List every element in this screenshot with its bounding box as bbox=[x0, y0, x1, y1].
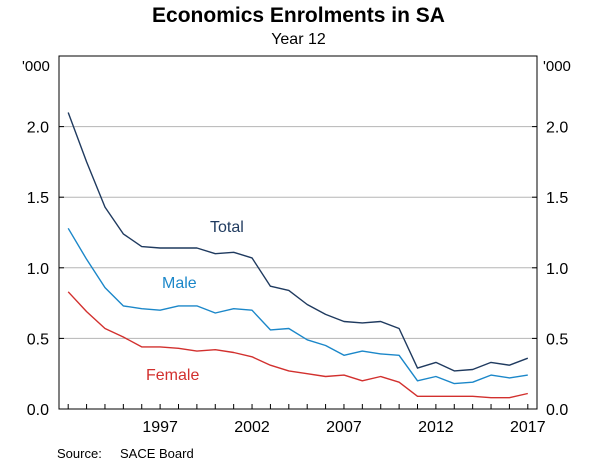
axis-ticks bbox=[59, 126, 537, 410]
chart-subtitle: Year 12 bbox=[271, 31, 326, 48]
y-tick-label-right: 0.5 bbox=[546, 331, 568, 348]
y-tick-label-left: 1.5 bbox=[27, 190, 49, 207]
y-tick-label-left: 0.0 bbox=[27, 402, 49, 419]
series-line-male bbox=[67, 227, 528, 385]
y-unit-right: '000 bbox=[543, 58, 571, 75]
source-label: Source: bbox=[57, 446, 102, 461]
series-label-total: Total bbox=[210, 219, 244, 236]
series-labels: Total Male Female bbox=[146, 219, 244, 384]
series-lines bbox=[67, 112, 529, 399]
y-tick-label-left: 2.0 bbox=[27, 120, 49, 137]
series-label-female: Female bbox=[146, 367, 199, 384]
gridlines bbox=[59, 126, 537, 339]
y-tick-label-right: 2.0 bbox=[546, 120, 568, 137]
y-tick-label-left: 0.5 bbox=[27, 331, 49, 348]
y-unit-left: '000 bbox=[22, 58, 50, 75]
series-line-female bbox=[67, 291, 528, 399]
x-tick-label: 2002 bbox=[234, 419, 270, 436]
source-value: SACE Board bbox=[120, 446, 194, 461]
series-label-male: Male bbox=[162, 275, 197, 292]
x-tick-label: 2017 bbox=[510, 419, 546, 436]
y-tick-label-right: 1.5 bbox=[546, 190, 568, 207]
chart-title: Economics Enrolments in SA bbox=[152, 4, 445, 27]
series-line-total bbox=[67, 112, 529, 372]
y-tick-label-right: 1.0 bbox=[546, 261, 568, 278]
y-tick-label-right: 0.0 bbox=[546, 402, 568, 419]
x-tick-label: 1997 bbox=[142, 419, 178, 436]
axis-labels: '000 '000 0.0 0.0 0.5 0.5 1.0 1.0 1.5 1.5 2.0 2.0… bbox=[22, 58, 571, 436]
y-tick-label-left: 1.0 bbox=[27, 261, 49, 278]
x-tick-label: 2007 bbox=[326, 419, 362, 436]
plot-frame bbox=[58, 55, 538, 410]
x-tick-label: 2012 bbox=[418, 419, 454, 436]
